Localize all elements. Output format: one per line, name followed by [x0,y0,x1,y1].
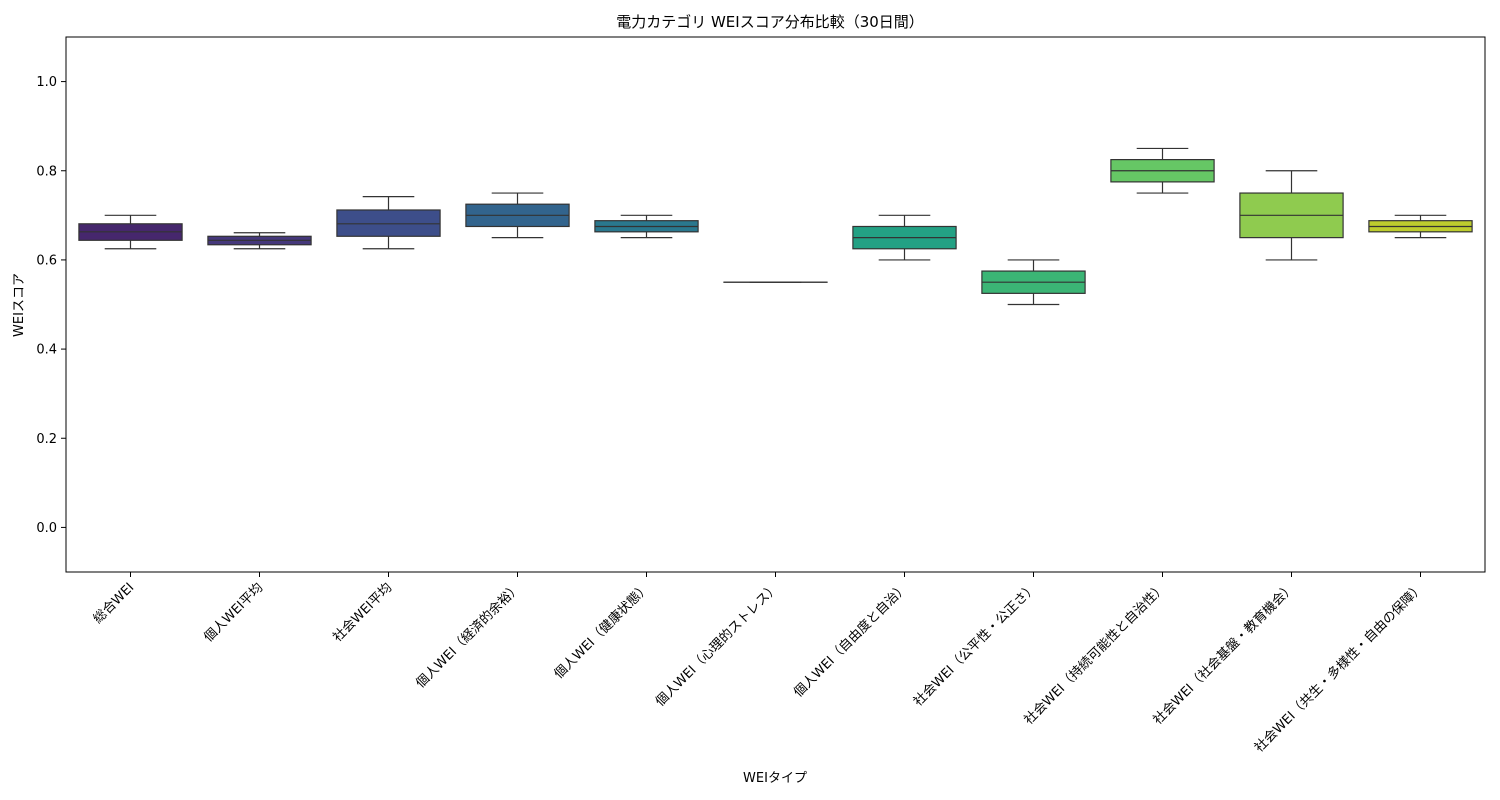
x-tick-label: 個人WEI（経済的余裕） [413,580,525,692]
box-10 [1239,170,1344,261]
y-tick-label: 0.0 [36,521,57,536]
box-7 [852,214,957,261]
x-tick-label: 個人WEI（心理的ストレス） [652,580,782,710]
box-iqr [336,209,441,237]
x-tick-label: 社会WEI（公平性・公正さ） [910,580,1040,710]
y-tick-label: 0.8 [36,164,57,179]
y-tick-label: 0.2 [36,432,57,447]
box-2 [207,232,312,250]
x-tick-label: 社会WEI（持続可能性と自治性） [1021,580,1169,728]
x-axis-label: WEIタイプ [743,771,807,786]
box-series [78,147,1473,306]
box-1 [78,214,183,250]
y-axis-label: WEIスコア [12,273,27,337]
box-8 [981,259,1086,306]
y-tick-label: 0.6 [36,253,57,268]
y-tick-label: 0.4 [36,343,57,358]
x-tick-label: 個人WEI（健康状態） [551,580,653,682]
box-5 [594,214,699,239]
box-11 [1368,214,1473,239]
box-3 [336,196,441,250]
x-tick-label: 社会WEI平均 [330,580,396,646]
x-tick-label: 総合WEI [91,580,138,627]
x-tick-label: 個人WEI（自由度と自治） [790,580,911,701]
x-tick-label: 個人WEI平均 [201,580,266,645]
y-tick-label: 1.0 [36,75,57,90]
x-axis: 総合WEI 個人WEI平均 社会WEI平均 個人WEI（経済的余裕） 個人WEI（健康状… [91,572,1427,756]
box-9 [1110,147,1215,194]
x-tick-label: 社会WEI（社会基盤・教育機会） [1150,580,1298,728]
y-axis: 0.0 0.2 0.4 0.6 0.8 1.0 [36,75,66,536]
plot-area-frame [65,36,1486,573]
chart-title: 電力カテゴリ WEIスコア分布比較（30日間） [616,13,924,31]
box-4 [465,192,570,239]
